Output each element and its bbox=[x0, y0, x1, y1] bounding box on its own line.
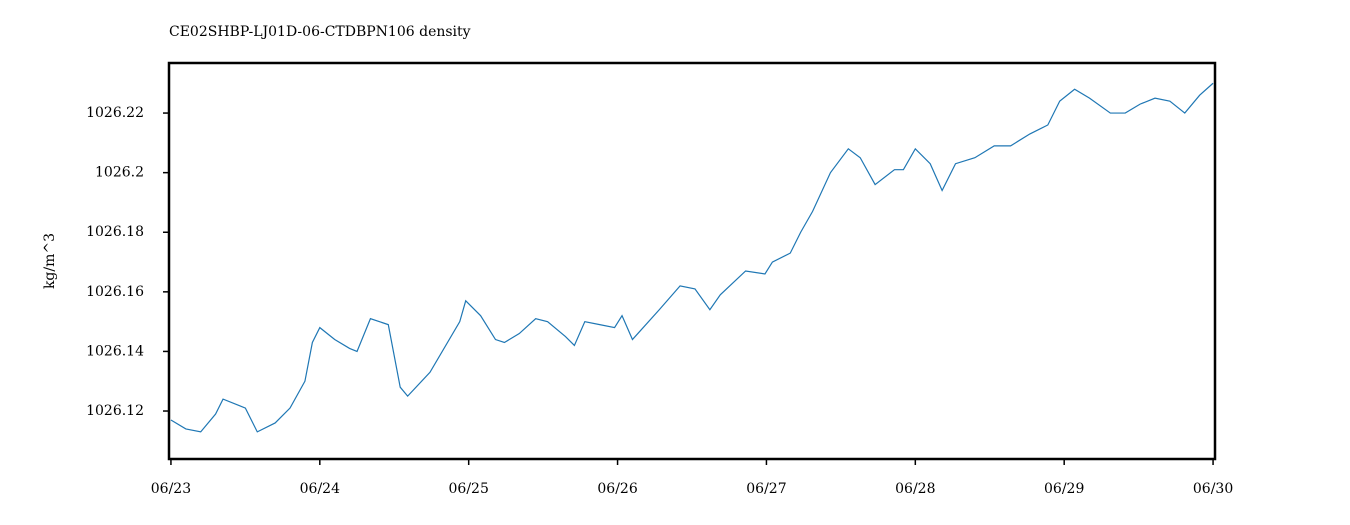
plot-frame bbox=[167, 61, 1217, 461]
y-axis-label: kg/m^3 bbox=[42, 233, 58, 289]
y-tick-label: 1026.14 bbox=[86, 343, 144, 359]
x-tick-label: 06/26 bbox=[597, 481, 637, 497]
x-tick-label: 06/30 bbox=[1193, 481, 1233, 497]
x-tick-label: 06/27 bbox=[746, 481, 786, 497]
data-line bbox=[170, 82, 1214, 433]
x-tick-label: 06/28 bbox=[895, 481, 935, 497]
y-tick-label: 1026.22 bbox=[86, 105, 144, 121]
y-tick-label: 1026.18 bbox=[86, 224, 144, 240]
x-tick-label: 06/25 bbox=[449, 481, 489, 497]
x-tick-label: 06/23 bbox=[151, 481, 191, 497]
y-tick-label: 1026.16 bbox=[86, 284, 144, 300]
y-tick-label: 1026.2 bbox=[95, 165, 144, 181]
x-tick-label: 06/29 bbox=[1044, 481, 1084, 497]
chart-title: CE02SHBP-LJ01D-06-CTDBPN106 density bbox=[169, 24, 471, 40]
x-tick-label: 06/24 bbox=[300, 481, 340, 497]
y-tick-label: 1026.12 bbox=[86, 403, 144, 419]
